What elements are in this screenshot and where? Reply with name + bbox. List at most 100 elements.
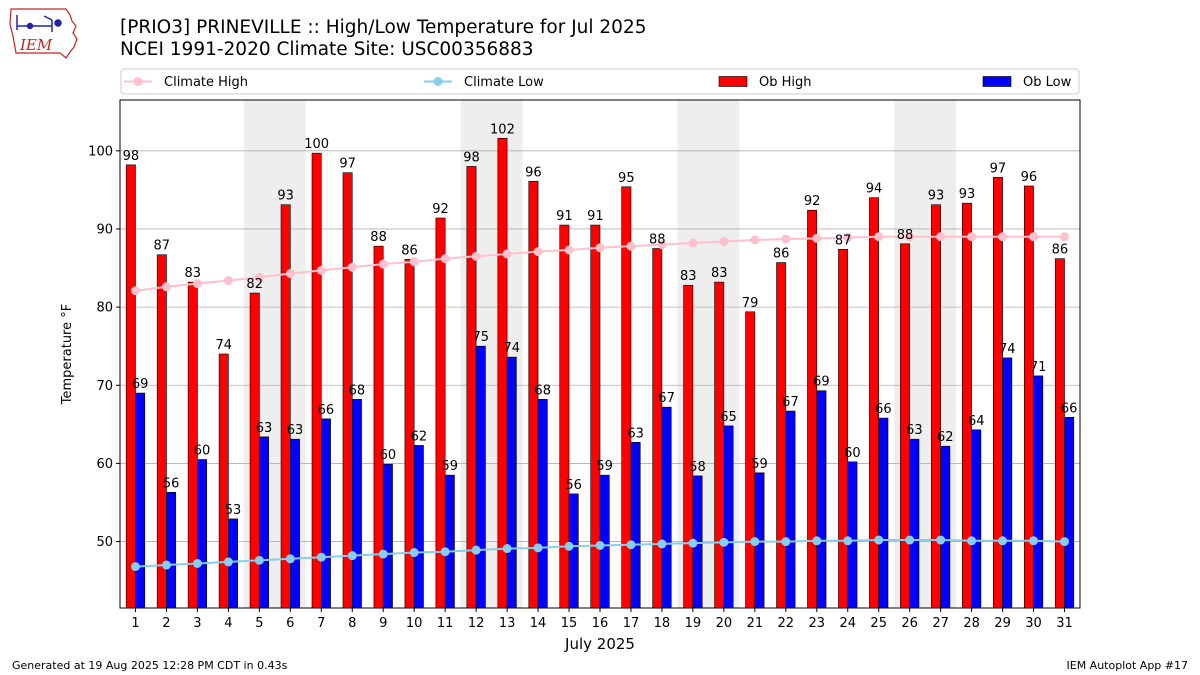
ob-low-label: 56 bbox=[565, 478, 582, 493]
ob-high-label: 98 bbox=[123, 149, 140, 164]
ob-high-bar bbox=[156, 254, 167, 609]
ob-high-label: 86 bbox=[401, 243, 418, 258]
x-tick-label: 30 bbox=[1025, 616, 1042, 631]
ob-high-label: 91 bbox=[587, 209, 604, 224]
climate-high-point bbox=[781, 234, 791, 244]
ob-high-label: 83 bbox=[185, 266, 202, 281]
ob-low-label: 56 bbox=[163, 476, 180, 491]
x-tick-label: 19 bbox=[685, 616, 702, 631]
ob-low-label: 69 bbox=[132, 377, 149, 392]
ob-low-label: 65 bbox=[720, 410, 737, 425]
ob-high-label: 86 bbox=[1052, 243, 1069, 258]
ob-low-label: 67 bbox=[782, 395, 799, 410]
ob-low-bar bbox=[785, 410, 796, 609]
ob-low-label: 66 bbox=[1061, 401, 1078, 416]
climate-high-point bbox=[502, 249, 512, 259]
climate-low-point bbox=[812, 536, 822, 546]
ob-high-bar bbox=[559, 224, 570, 609]
climate-high-point bbox=[192, 279, 202, 289]
x-tick-label: 23 bbox=[809, 616, 826, 631]
ob-low-label: 63 bbox=[256, 421, 273, 436]
ob-low-label: 62 bbox=[937, 430, 954, 445]
ob-high-label: 93 bbox=[277, 189, 294, 204]
x-tick-label: 9 bbox=[379, 616, 387, 631]
chart-title: [PRIO3] PRINEVILLE :: High/Low Temperatu… bbox=[120, 17, 647, 38]
climate-low-point bbox=[750, 537, 760, 547]
climate-low-point bbox=[409, 548, 419, 558]
ob-high-bar bbox=[1054, 258, 1065, 609]
x-tick-label: 24 bbox=[839, 616, 856, 631]
ob-low-bar bbox=[661, 406, 672, 609]
ob-low-label: 59 bbox=[596, 459, 613, 474]
ob-low-bar bbox=[413, 445, 424, 609]
ob-high-label: 91 bbox=[556, 209, 573, 224]
x-tick-label: 21 bbox=[747, 616, 764, 631]
climate-low-point bbox=[533, 543, 543, 553]
ob-high-bar bbox=[218, 353, 229, 609]
ob-high-label: 88 bbox=[370, 230, 387, 245]
climate-low-point bbox=[874, 535, 884, 545]
climate-high-point bbox=[378, 259, 388, 269]
x-tick-label: 4 bbox=[224, 616, 232, 631]
legend-climate-high-marker bbox=[133, 77, 143, 86]
x-tick-label: 7 bbox=[317, 616, 325, 631]
ob-low-bar bbox=[723, 425, 734, 609]
ob-low-label: 63 bbox=[906, 423, 923, 438]
climate-high-point bbox=[316, 265, 326, 275]
x-tick-label: 6 bbox=[286, 616, 294, 631]
ob-low-label: 60 bbox=[844, 446, 861, 461]
climate-high-point bbox=[812, 233, 822, 243]
ob-low-label: 53 bbox=[225, 503, 242, 518]
ob-high-bar bbox=[931, 204, 941, 609]
ob-low-bar bbox=[909, 438, 920, 609]
ob-low-bar bbox=[630, 442, 641, 609]
climate-low-point bbox=[161, 560, 171, 570]
ob-high-bar bbox=[280, 204, 291, 609]
app-label: IEM Autoplot App #17 bbox=[1066, 659, 1189, 672]
ob-low-bar bbox=[475, 345, 486, 609]
x-tick-label: 16 bbox=[592, 616, 609, 631]
ob-high-label: 97 bbox=[990, 161, 1007, 176]
climate-low-point bbox=[626, 540, 636, 550]
climate-low-point bbox=[998, 536, 1008, 546]
ob-low-label: 75 bbox=[473, 330, 490, 345]
ob-high-label: 94 bbox=[866, 182, 883, 197]
climate-high-point bbox=[440, 254, 450, 264]
y-tick-label: 90 bbox=[96, 222, 113, 237]
ob-high-bar bbox=[776, 262, 787, 609]
climate-high-point bbox=[874, 232, 884, 242]
climate-low-point bbox=[285, 554, 295, 564]
climate-high-point bbox=[1029, 232, 1039, 242]
x-tick-label: 17 bbox=[623, 616, 640, 631]
climate-low-point bbox=[254, 555, 264, 565]
legend-ob-high-swatch bbox=[718, 76, 748, 87]
climate-low-point bbox=[471, 545, 481, 555]
climate-high-point bbox=[719, 236, 729, 246]
climate-low-point bbox=[843, 536, 853, 546]
iowa-outline-shape bbox=[9, 8, 78, 59]
x-axis-label: July 2025 bbox=[564, 635, 635, 653]
x-tick-label: 18 bbox=[654, 616, 671, 631]
climate-low-point bbox=[936, 535, 946, 545]
ob-low-label: 74 bbox=[999, 342, 1016, 357]
x-tick-label: 1 bbox=[131, 616, 139, 631]
ob-high-label: 82 bbox=[246, 277, 263, 292]
x-tick-label: 14 bbox=[530, 616, 547, 631]
ob-low-bar bbox=[1033, 375, 1044, 609]
x-tick-label: 28 bbox=[963, 616, 980, 631]
ob-low-label: 67 bbox=[658, 391, 675, 406]
climate-low-point bbox=[1060, 537, 1070, 547]
y-tick-label: 100 bbox=[88, 144, 113, 159]
climate-high-point bbox=[626, 241, 636, 251]
ob-high-label: 87 bbox=[154, 239, 171, 254]
x-tick-label: 12 bbox=[468, 616, 485, 631]
ob-high-bar bbox=[807, 209, 818, 609]
ob-high-label: 88 bbox=[649, 232, 666, 247]
ob-low-bar bbox=[135, 392, 146, 609]
y-axis-label: Temperature °F bbox=[60, 304, 75, 405]
x-tick-label: 5 bbox=[255, 616, 263, 631]
ob-low-label: 63 bbox=[287, 423, 304, 438]
climate-low-point bbox=[905, 535, 915, 545]
climate-low-point bbox=[781, 537, 791, 547]
climate-high-point bbox=[409, 257, 419, 267]
